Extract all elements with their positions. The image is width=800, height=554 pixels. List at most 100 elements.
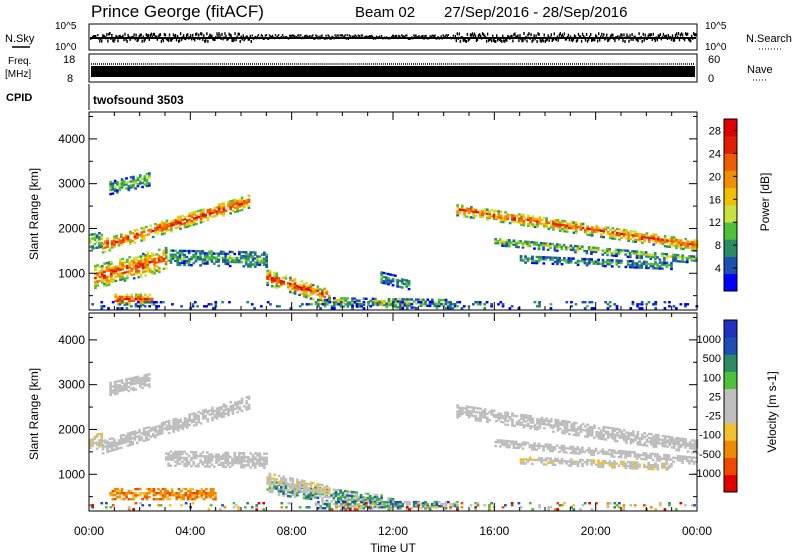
heatmap-cell — [387, 272, 390, 276]
heatmap-cell — [547, 227, 551, 231]
heatmap-cell — [590, 246, 593, 249]
heatmap-cell — [133, 432, 137, 435]
heatmap-cell — [199, 412, 203, 415]
heatmap-cell — [663, 252, 666, 256]
heatmap-cell — [654, 441, 658, 445]
heatmap-cell — [335, 504, 338, 507]
heatmap-cell — [129, 431, 132, 435]
heatmap-cell — [141, 376, 144, 380]
heatmap-cell — [642, 251, 646, 254]
heatmap-cell — [408, 502, 411, 506]
heatmap-cell — [143, 183, 147, 186]
heatmap-cell — [653, 453, 657, 456]
heatmap-cell — [524, 462, 527, 465]
heatmap-cell — [319, 298, 322, 302]
heatmap-cell — [116, 487, 119, 491]
heatmap-cell — [199, 422, 203, 425]
heatmap-cell — [663, 261, 666, 264]
heatmap-cell — [337, 500, 341, 504]
heatmap-cell — [240, 401, 244, 404]
heatmap-cell — [195, 210, 198, 213]
heatmap-cell — [307, 493, 311, 496]
heatmap-cell — [647, 467, 650, 471]
heatmap-cell — [181, 425, 185, 429]
heatmap-cell — [265, 257, 268, 260]
heatmap-cell — [314, 494, 317, 497]
heatmap-cell — [638, 239, 642, 242]
heatmap-cell — [122, 382, 126, 386]
heatmap-cell — [501, 439, 504, 442]
heatmap-cell — [503, 443, 507, 447]
heatmap-cell — [183, 263, 186, 267]
heatmap-cell — [110, 276, 113, 280]
heatmap-cell — [172, 420, 175, 423]
heatmap-cell — [444, 300, 448, 304]
heatmap-cell — [531, 223, 535, 226]
heatmap-cell — [481, 211, 485, 215]
heatmap-cell — [103, 282, 106, 285]
heatmap-cell — [203, 254, 207, 257]
heatmap-cell — [132, 297, 136, 301]
heatmap-cell — [203, 252, 207, 255]
heatmap-cell — [490, 502, 493, 505]
heatmap-cell — [549, 461, 552, 464]
heatmap-cell — [109, 393, 112, 397]
heatmap-cell — [247, 456, 250, 459]
heatmap-cell — [533, 261, 536, 265]
heatmap-cell — [273, 479, 276, 483]
colorbar-tick-label: 16 — [709, 194, 721, 206]
heatmap-cell — [236, 403, 239, 406]
heatmap-cell — [293, 489, 297, 493]
heatmap-cell — [302, 285, 306, 288]
heatmap-cell — [214, 303, 218, 306]
heatmap-cell — [494, 440, 497, 444]
heatmap-cell — [486, 218, 489, 221]
heatmap-cell — [136, 375, 140, 379]
heatmap-cell — [166, 489, 169, 493]
heatmap-cell — [679, 445, 683, 448]
heatmap-cell — [693, 443, 697, 446]
heatmap-cell — [470, 208, 473, 211]
heatmap-cell — [666, 435, 669, 438]
heatmap-cell — [120, 180, 124, 183]
heatmap-cell — [380, 273, 383, 276]
heatmap-cell — [311, 494, 315, 497]
heatmap-cell — [659, 438, 662, 441]
heatmap-cell — [153, 259, 156, 263]
heatmap-cell — [275, 282, 279, 285]
heatmap-cell — [539, 243, 543, 247]
heatmap-cell — [479, 417, 482, 420]
heatmap-cell — [611, 429, 615, 432]
heatmap-cell — [238, 261, 241, 264]
heatmap-cell — [619, 251, 623, 254]
heatmap-cell — [113, 440, 116, 443]
heatmap-cell — [387, 299, 391, 303]
heatmap-cell — [316, 287, 320, 290]
heatmap-cell — [176, 454, 180, 457]
heatmap-cell — [120, 182, 124, 185]
heatmap-cell — [533, 243, 536, 246]
heatmap-cell — [148, 305, 151, 308]
heatmap-cell — [546, 447, 550, 450]
heatmap-cell — [91, 245, 94, 248]
heatmap-cell — [107, 261, 111, 264]
heatmap-cell — [554, 422, 558, 426]
heatmap-cell — [435, 506, 439, 509]
heatmap-cell — [389, 279, 393, 282]
heatmap-cell — [335, 507, 338, 510]
heatmap-cell — [517, 245, 520, 249]
heatmap-cell — [407, 279, 411, 283]
heatmap-cell — [139, 502, 142, 505]
heatmap-cell — [256, 452, 259, 455]
y-tick-label: 2000 — [58, 422, 85, 436]
heatmap-cell — [686, 442, 690, 445]
heatmap-cell — [199, 221, 203, 224]
heatmap-cell — [677, 447, 681, 450]
heatmap-cell — [684, 504, 687, 507]
heatmap-cell — [666, 239, 669, 242]
heatmap-cell — [396, 300, 400, 303]
heatmap-cell — [117, 238, 121, 241]
heatmap-cell — [181, 251, 184, 255]
heatmap-cell — [178, 251, 182, 254]
heatmap-cell — [380, 301, 384, 305]
